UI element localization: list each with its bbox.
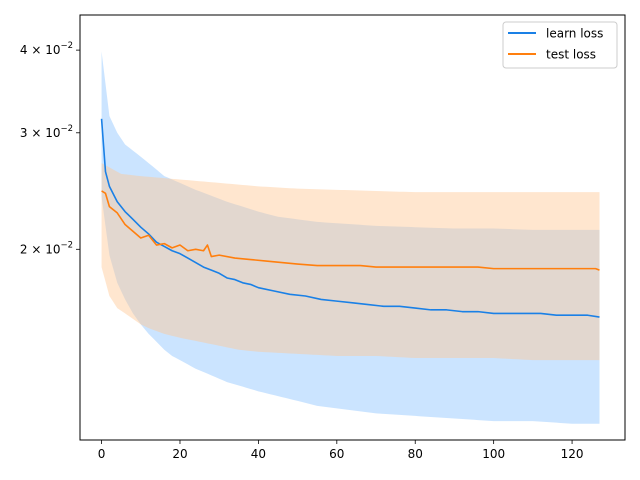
y-tick-label: 4 × 10−2 bbox=[20, 41, 73, 57]
legend-learn-loss-label: learn loss bbox=[546, 27, 603, 41]
x-tick-label: 0 bbox=[98, 447, 106, 461]
y-tick-label: 3 × 10−2 bbox=[20, 124, 73, 140]
test-loss-band bbox=[101, 163, 600, 361]
y-axis: 2 × 10−2 3 × 10−2 4 × 10−2 bbox=[20, 41, 80, 256]
legend: learn loss test loss bbox=[502, 21, 618, 69]
y-tick-label: 2 × 10−2 bbox=[20, 240, 73, 256]
learn-loss-band bbox=[101, 51, 600, 424]
x-tick-label: 20 bbox=[172, 447, 187, 461]
learn-loss-line bbox=[100, 118, 600, 318]
legend-test-loss-label: test loss bbox=[546, 48, 596, 62]
x-axis: 0 20 40 60 80 100 120 bbox=[98, 440, 584, 461]
plot-area bbox=[100, 51, 600, 424]
axes-frame bbox=[79, 14, 626, 441]
x-tick-label: 80 bbox=[408, 447, 423, 461]
x-tick-label: 40 bbox=[251, 447, 266, 461]
test-loss-line bbox=[101, 190, 600, 271]
x-tick-label: 120 bbox=[561, 447, 584, 461]
x-tick-label: 100 bbox=[482, 447, 505, 461]
x-tick-label: 60 bbox=[329, 447, 344, 461]
